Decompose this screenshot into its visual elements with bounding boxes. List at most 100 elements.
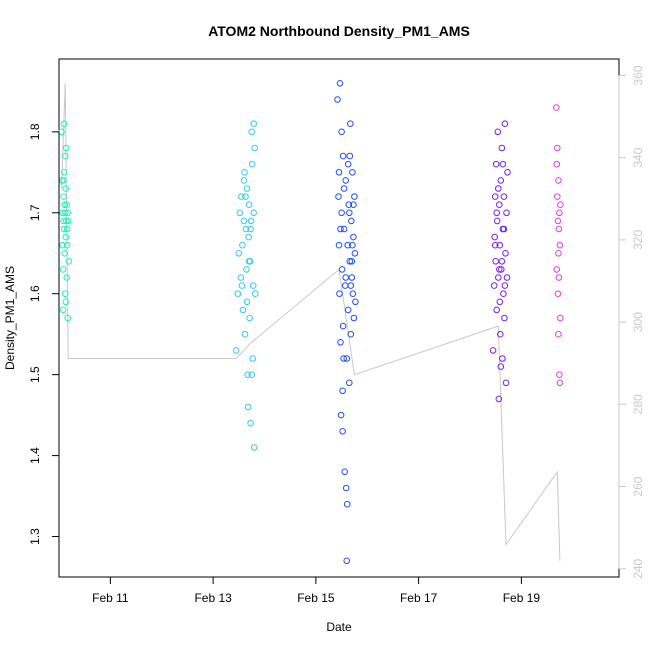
- data-point: [60, 169, 68, 176]
- data-points-group: [58, 80, 564, 565]
- data-point: [340, 225, 348, 233]
- data-point: [343, 500, 351, 508]
- data-point: [243, 266, 250, 273]
- data-point: [350, 201, 357, 208]
- data-point: [554, 217, 562, 225]
- data-point: [498, 144, 506, 152]
- data-point: [250, 209, 257, 217]
- data-point: [350, 314, 358, 322]
- data-point: [238, 282, 246, 289]
- data-point: [500, 193, 508, 200]
- data-point: [555, 250, 562, 257]
- data-point: [342, 274, 350, 281]
- data-point: [62, 144, 70, 152]
- data-point: [496, 241, 504, 249]
- data-point: [340, 185, 348, 192]
- data-point: [496, 266, 503, 273]
- data-point: [337, 339, 344, 346]
- data-point: [495, 185, 502, 192]
- data-point: [553, 160, 561, 168]
- data-point: [346, 152, 354, 160]
- data-point: [337, 225, 344, 233]
- data-point: [337, 411, 345, 419]
- data-point: [245, 201, 253, 208]
- data-point: [338, 128, 345, 136]
- y2-tick-label: 240: [631, 558, 645, 578]
- data-point: [249, 282, 257, 289]
- data-point: [498, 258, 506, 265]
- data-point: [491, 233, 499, 241]
- y-axis-left: 1.3 1.4 1.5 1.6 1.7 1.8: [28, 123, 60, 545]
- y-tick-label: 1.8: [28, 123, 42, 140]
- data-point: [241, 169, 248, 176]
- data-point: [62, 185, 69, 192]
- data-point: [60, 177, 67, 184]
- data-point: [60, 120, 68, 127]
- data-point: [335, 241, 343, 249]
- data-point: [252, 290, 259, 298]
- data-point: [334, 96, 341, 103]
- data-point: [336, 80, 344, 87]
- data-point: [61, 152, 69, 160]
- x-tick-label: Feb 17: [400, 591, 438, 605]
- y2-tick-label: 360: [631, 65, 645, 85]
- data-point: [345, 201, 353, 208]
- data-point: [491, 193, 499, 200]
- data-point: [347, 330, 355, 338]
- data-point: [244, 371, 251, 379]
- data-point: [248, 128, 255, 136]
- data-point: [556, 379, 564, 387]
- data-point: [497, 177, 505, 184]
- data-point: [59, 266, 67, 273]
- x-tick-label: Feb 15: [297, 591, 335, 605]
- y2-tick-label: 320: [631, 230, 645, 250]
- data-point: [503, 274, 511, 281]
- data-point: [496, 298, 504, 306]
- data-point: [502, 379, 510, 387]
- data-point: [341, 468, 349, 476]
- series-2: [232, 120, 259, 451]
- data-point: [498, 266, 505, 273]
- data-point: [249, 355, 256, 362]
- data-point: [346, 379, 353, 387]
- data-point: [556, 209, 563, 217]
- data-point: [349, 241, 356, 249]
- data-point: [61, 250, 68, 257]
- y-axis-label: Density_PM1_AMS: [3, 266, 17, 370]
- data-point: [247, 217, 255, 225]
- data-point: [241, 330, 249, 338]
- data-point: [60, 225, 68, 233]
- data-point: [63, 201, 70, 208]
- data-point: [497, 363, 505, 370]
- data-point: [245, 258, 253, 265]
- x-axis-label: Date: [326, 620, 352, 634]
- data-point: [555, 330, 562, 338]
- data-point: [554, 144, 561, 152]
- data-point: [65, 258, 73, 265]
- series-4: [489, 120, 511, 403]
- data-point: [239, 306, 247, 314]
- y-tick-label: 1.5: [28, 366, 42, 383]
- chart-title: ATOM2 Northbound Density_PM1_AMS: [208, 23, 470, 39]
- data-point: [242, 225, 250, 233]
- data-point: [64, 209, 71, 217]
- data-point: [248, 371, 255, 379]
- data-point: [348, 217, 355, 225]
- x-axis: Feb 11 Feb 13 Feb 15 Feb 17 Feb 19: [92, 576, 540, 605]
- data-point: [244, 403, 252, 411]
- data-point: [489, 347, 497, 354]
- data-point: [344, 241, 352, 249]
- data-point: [248, 160, 256, 168]
- data-point: [59, 241, 66, 249]
- data-point: [250, 120, 257, 127]
- data-point: [555, 225, 563, 233]
- data-point: [339, 387, 346, 395]
- data-point: [351, 250, 359, 257]
- data-point: [240, 217, 248, 225]
- data-point: [339, 322, 347, 330]
- data-point: [501, 120, 509, 127]
- data-point: [344, 160, 352, 168]
- y2-tick-label: 260: [631, 476, 645, 496]
- data-point: [342, 177, 350, 184]
